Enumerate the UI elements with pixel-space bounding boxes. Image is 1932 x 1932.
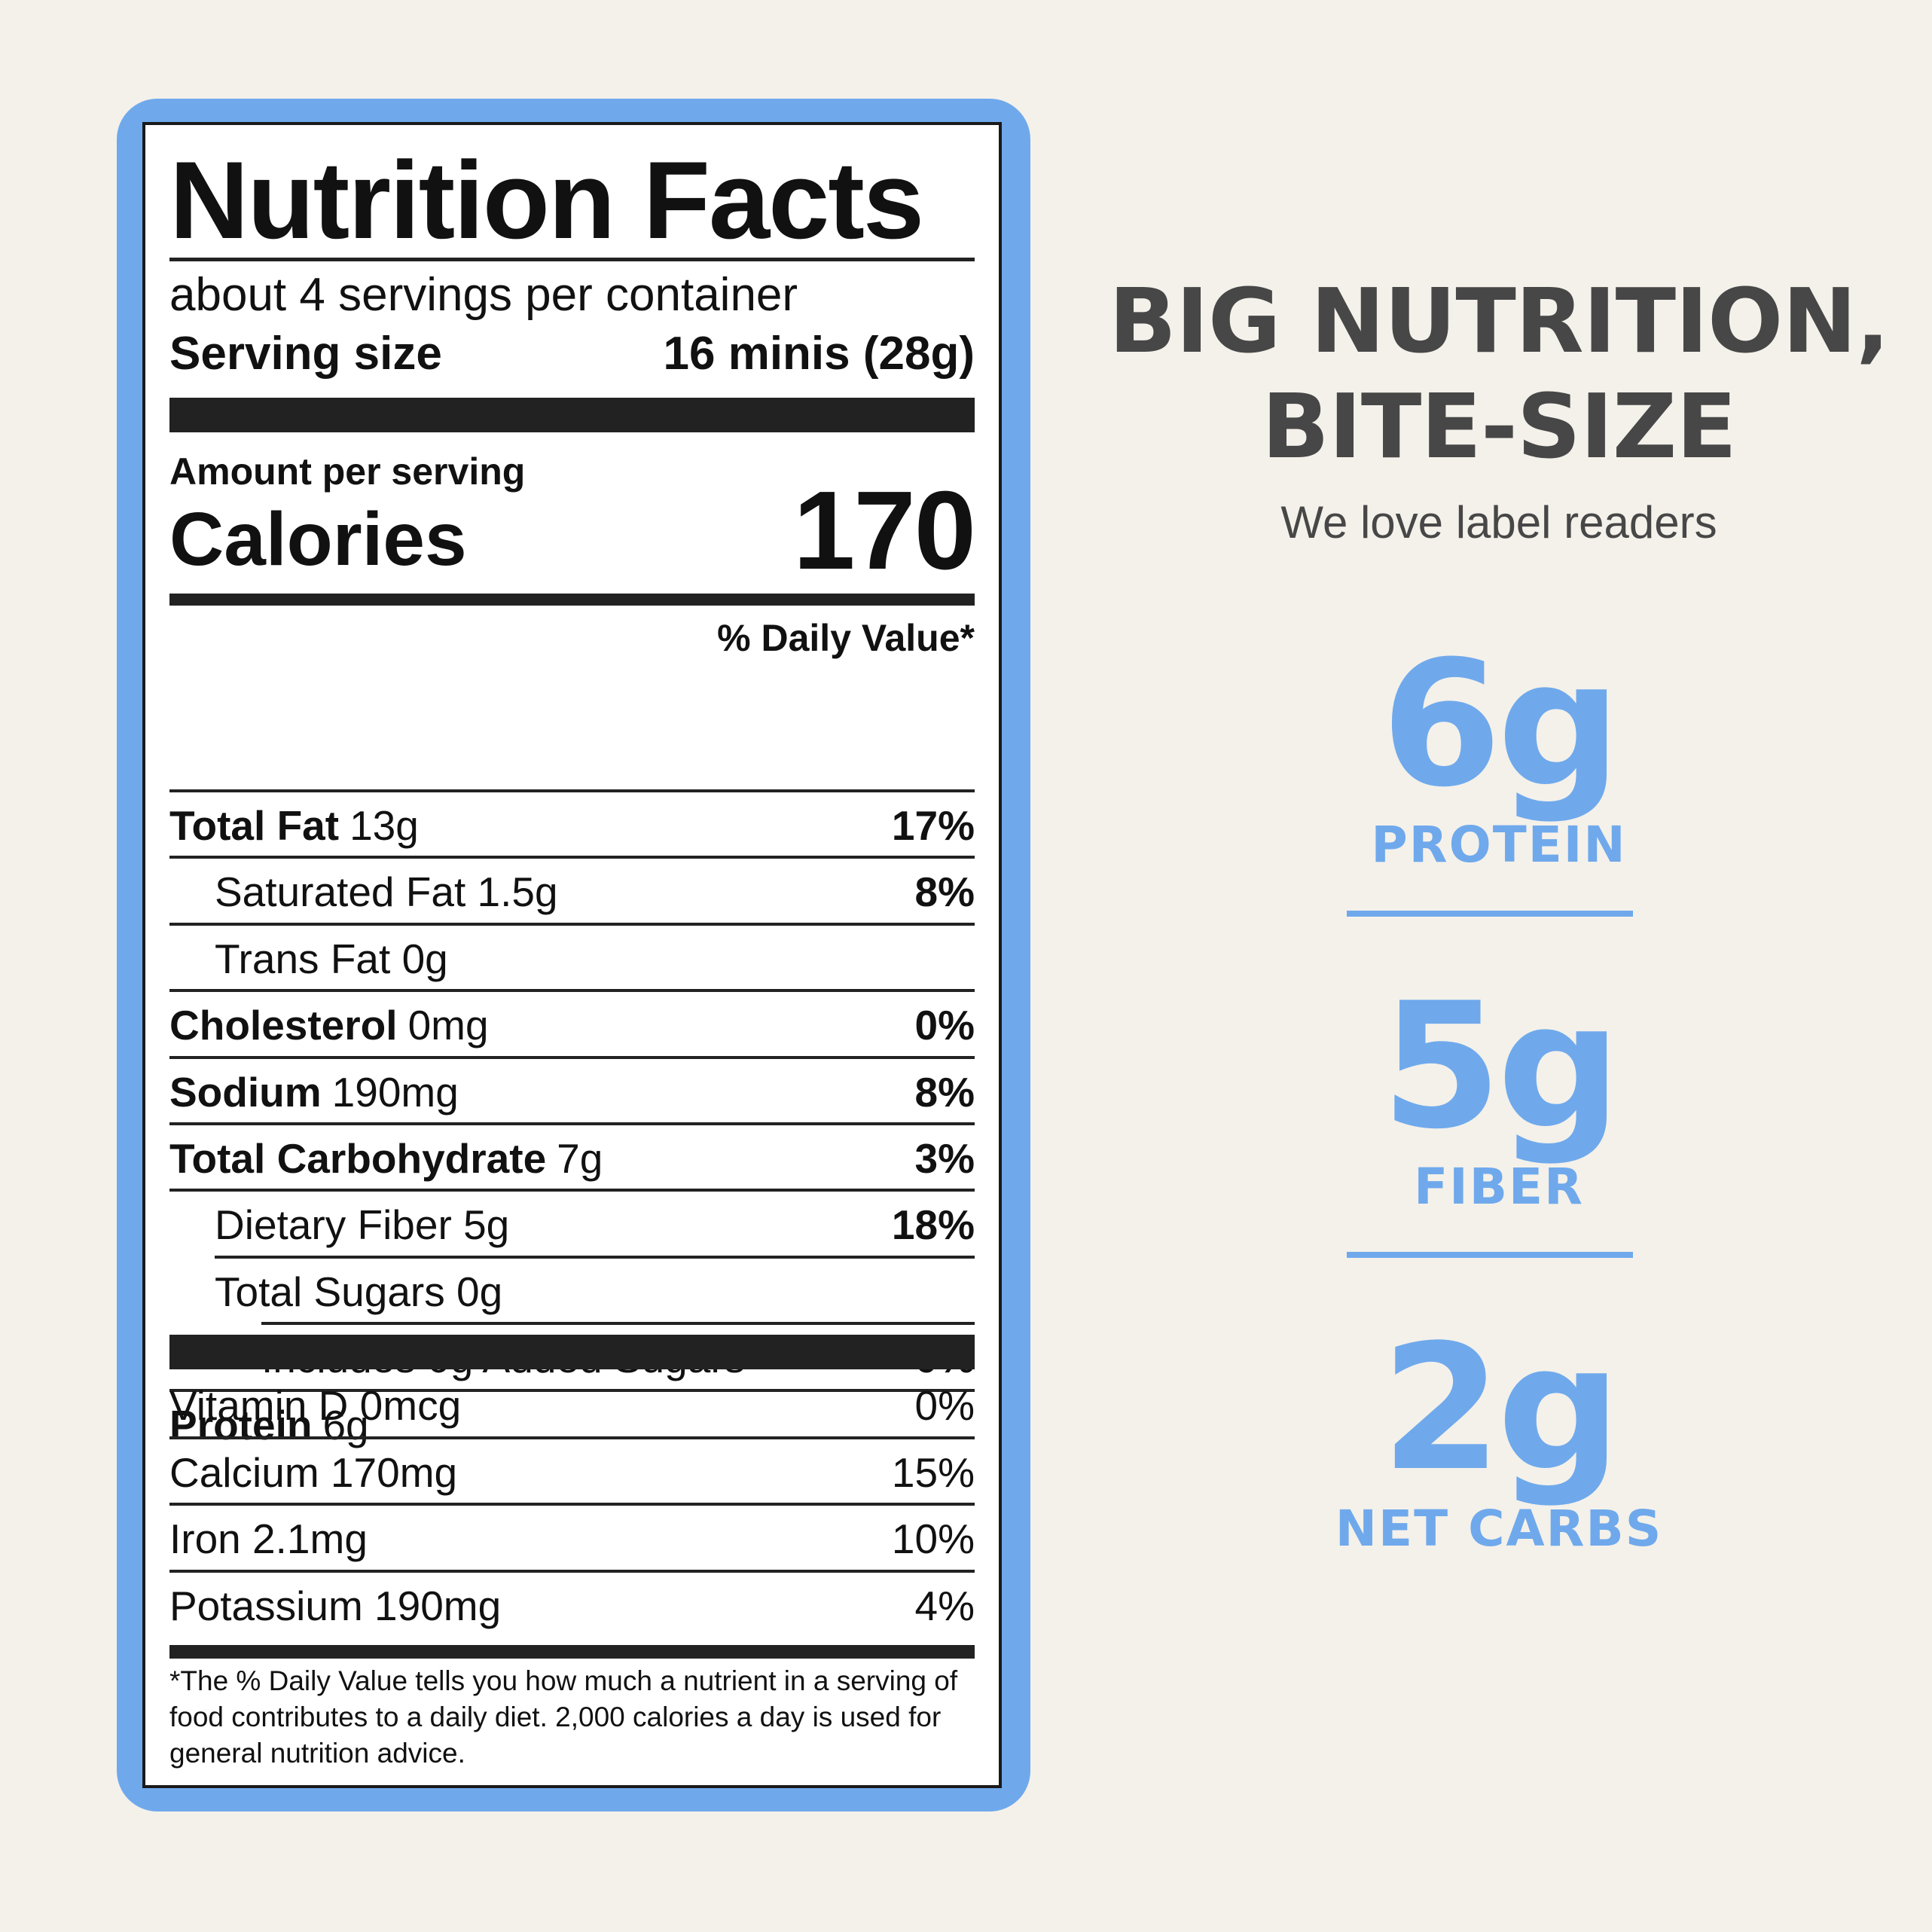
fiber-value: 5g bbox=[1381, 966, 1622, 1167]
footnote-divider bbox=[169, 1645, 975, 1659]
label-title: Nutrition Facts bbox=[169, 139, 924, 261]
row-divider bbox=[169, 922, 975, 926]
nutrient-row: Total Fat 13g 17% bbox=[169, 792, 975, 859]
micronutrient-row: Iron 2.1mg 10% bbox=[169, 1506, 975, 1572]
nutrient-daily-value: 3% bbox=[914, 1135, 975, 1182]
net-carbs-label: NET CARBS bbox=[1335, 1500, 1663, 1558]
nutrient-row: Protein 6g bbox=[169, 1392, 975, 1458]
daily-value-header: % Daily Value* bbox=[717, 617, 975, 659]
micronutrient-name: Iron 2.1mg bbox=[169, 1515, 368, 1562]
thick-divider-vitamins bbox=[169, 1335, 975, 1369]
nutrient-name: Protein bbox=[169, 1401, 313, 1448]
calories-label: Calories bbox=[169, 497, 467, 581]
nutrient-name: Trans Fat 0g bbox=[215, 935, 448, 982]
nutrient-amount: 7g bbox=[557, 1135, 603, 1182]
row-divider bbox=[169, 1388, 975, 1392]
fiber-label: FIBER bbox=[1414, 1158, 1584, 1216]
nutrient-row: Dietary Fiber 5g 18% bbox=[169, 1192, 975, 1258]
nutrient-row: Sodium 190mg 8% bbox=[169, 1059, 975, 1125]
micronutrient-daily-value: 15% bbox=[891, 1448, 975, 1496]
nutrient-name: Total Fat bbox=[169, 802, 340, 849]
micronutrient-row: Calcium 170mg 15% bbox=[169, 1439, 975, 1506]
micronutrient-row: Potassium 190mg 4% bbox=[169, 1573, 975, 1639]
footnote: *The % Daily Value tells you how much a … bbox=[169, 1665, 958, 1769]
nutrient-daily-value: 8% bbox=[914, 1068, 975, 1116]
row-divider bbox=[169, 989, 975, 993]
net-carbs-value: 2g bbox=[1381, 1308, 1622, 1509]
row-divider bbox=[169, 1569, 975, 1573]
nutrient-daily-value: 0% bbox=[914, 1002, 975, 1049]
protein-label: PROTEIN bbox=[1371, 816, 1627, 874]
nutrient-name: Sodium bbox=[169, 1068, 322, 1116]
row-divider bbox=[169, 1189, 975, 1192]
protein-value: 6g bbox=[1381, 624, 1622, 826]
row-divider bbox=[169, 1122, 975, 1125]
micronutrient-daily-value: 4% bbox=[914, 1582, 975, 1629]
headline-line1: BIG NUTRITION, bbox=[1109, 269, 1890, 373]
row-divider bbox=[169, 856, 975, 859]
nutrient-row: Total Sugars 0g bbox=[169, 1259, 975, 1325]
nutrient-name: Total Carbohydrate bbox=[169, 1135, 547, 1182]
row-divider bbox=[169, 789, 975, 792]
serving-size-label: Serving size bbox=[169, 328, 442, 380]
row-divider bbox=[169, 1436, 975, 1439]
amount-per-serving: Amount per serving bbox=[169, 450, 526, 493]
nutrient-row: Trans Fat 0g bbox=[169, 926, 975, 992]
tagline: We love label readers bbox=[1280, 497, 1717, 548]
nutrient-daily-value: 8% bbox=[914, 868, 975, 916]
micronutrient-daily-value: 0% bbox=[914, 1382, 975, 1429]
row-divider bbox=[169, 1055, 975, 1059]
headline-line2: BITE-SIZE bbox=[1262, 374, 1737, 478]
thick-divider bbox=[169, 398, 975, 432]
nutrient-amount: 13g bbox=[349, 802, 419, 849]
micronutrient-name: Potassium 190mg bbox=[169, 1582, 502, 1629]
nutrient-row: Cholesterol 0mg 0% bbox=[169, 992, 975, 1058]
serving-size-value: 16 minis (28g) bbox=[663, 328, 975, 380]
nutrient-row: Saturated Fat 1.5g 8% bbox=[169, 859, 975, 925]
stat-divider bbox=[1347, 1252, 1633, 1258]
nutrition-facts-label: Nutrition Facts about 4 servings per con… bbox=[142, 122, 1002, 1788]
calories-divider bbox=[169, 594, 975, 606]
calories-value: 170 bbox=[793, 469, 976, 593]
divider bbox=[169, 258, 975, 261]
row-divider bbox=[261, 1322, 975, 1326]
row-divider bbox=[169, 1503, 975, 1506]
nutrient-daily-value: 17% bbox=[891, 802, 975, 849]
micronutrient-row: Vitamin D 0mcg 0% bbox=[169, 1372, 975, 1439]
stat-divider bbox=[1347, 911, 1633, 917]
nutrient-name: Cholesterol bbox=[169, 1002, 398, 1049]
nutrient-amount: 0mg bbox=[407, 1002, 489, 1049]
micronutrient-name: Calcium 170mg bbox=[169, 1448, 458, 1496]
micronutrient-daily-value: 10% bbox=[891, 1515, 975, 1562]
nutrient-amount: 6g bbox=[322, 1401, 369, 1448]
nutrient-name: Total Sugars 0g bbox=[215, 1268, 503, 1315]
nutrient-name: Saturated Fat 1.5g bbox=[215, 868, 558, 916]
nutrient-daily-value: 18% bbox=[891, 1201, 975, 1249]
servings-per-container: about 4 servings per container bbox=[169, 269, 798, 321]
nutrient-name: Dietary Fiber 5g bbox=[215, 1201, 510, 1249]
micronutrient-name: Vitamin D 0mcg bbox=[169, 1382, 462, 1429]
nutrient-row: Total Carbohydrate 7g 3% bbox=[169, 1125, 975, 1192]
nutrient-amount: 190mg bbox=[331, 1068, 459, 1116]
row-divider bbox=[215, 1255, 975, 1259]
